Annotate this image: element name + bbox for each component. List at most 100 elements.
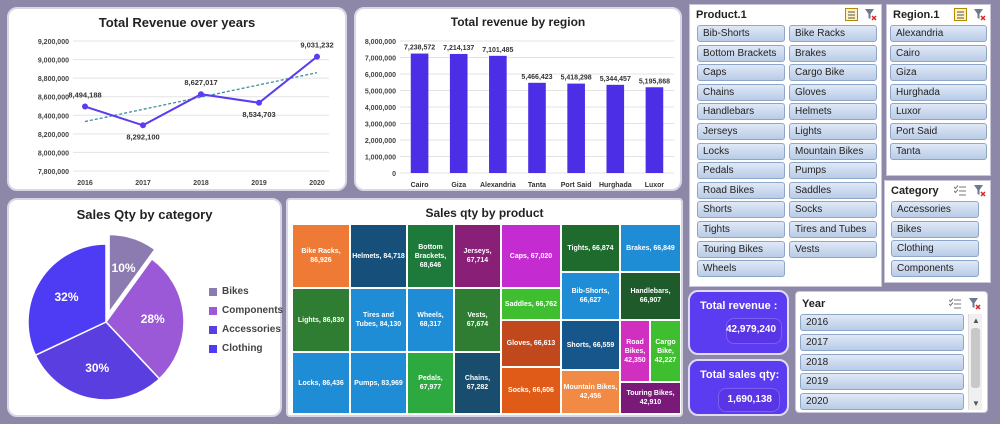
slicer-item[interactable]: 2018 xyxy=(800,353,964,371)
x-tick-label: Tanta xyxy=(528,182,546,189)
treemap-cell: Gloves, 66,613 xyxy=(501,320,561,367)
data-label: 5,344,457 xyxy=(600,76,631,83)
clear-filter-icon[interactable] xyxy=(968,297,981,310)
slicer-item[interactable]: Lights xyxy=(789,123,877,140)
treemap-cell: Saddles, 66,762 xyxy=(501,288,561,320)
data-label: 7,214,137 xyxy=(443,45,474,52)
slicer-item[interactable]: Pumps xyxy=(789,162,877,180)
data-point xyxy=(314,53,320,60)
treemap-cell: Tires and Tubes, 84,130 xyxy=(350,288,407,352)
slicer-item[interactable]: Shorts xyxy=(697,201,785,219)
y-tick-label: 5,000,000 xyxy=(365,89,396,96)
scroll-thumb[interactable] xyxy=(971,328,980,388)
multi-select-icon[interactable] xyxy=(948,297,962,310)
slicer-item[interactable]: Accessories xyxy=(891,201,979,218)
slicer-item[interactable]: Hurghada xyxy=(890,83,987,101)
x-tick-label: 2020 xyxy=(309,180,325,187)
slicer-item[interactable]: Luxor xyxy=(890,103,987,121)
slicer-item[interactable]: 2019 xyxy=(800,373,964,391)
data-label: 9,031,232 xyxy=(300,41,333,50)
slicer-item[interactable]: Bikes xyxy=(891,220,979,238)
slicer-item[interactable]: Brakes xyxy=(789,44,877,62)
clear-filter-icon[interactable] xyxy=(864,8,877,21)
slicer-item[interactable]: Pedals xyxy=(697,162,785,180)
slicer-item[interactable]: Socks xyxy=(789,201,877,219)
multi-select-icon[interactable] xyxy=(954,8,967,21)
total-revenue-card: Total revenue : 42,979,240 xyxy=(688,290,789,355)
category-slicer: Category Accessories Bikes Clothing Compone… xyxy=(884,180,991,283)
slicer-item[interactable]: Clothing xyxy=(891,240,979,258)
slicer-item[interactable]: Wheels xyxy=(697,260,785,278)
multi-select-icon[interactable] xyxy=(845,8,858,21)
slicer-item[interactable]: Tanta xyxy=(890,142,987,160)
treemap-cell: Wheels, 68,317 xyxy=(407,288,454,352)
y-tick-label: 3,000,000 xyxy=(365,122,396,129)
slicer-item[interactable]: Alexandria xyxy=(890,25,987,42)
data-point xyxy=(256,99,262,106)
slicer-item[interactable]: Giza xyxy=(890,64,987,82)
slicer-item[interactable]: Vests xyxy=(789,240,877,258)
pie-slice xyxy=(34,321,161,401)
slicer-item[interactable]: Locks xyxy=(697,142,785,160)
y-tick-label: 8,400,000 xyxy=(38,113,69,120)
slicer-item[interactable]: Bike Racks xyxy=(789,25,877,42)
slicer-item[interactable]: 2016 xyxy=(800,314,964,331)
slicer-item[interactable]: Chains xyxy=(697,83,785,101)
y-tick-label: 9,000,000 xyxy=(38,58,69,65)
slicer-item[interactable]: Tights xyxy=(697,221,785,238)
y-tick-label: 9,200,000 xyxy=(38,39,69,46)
y-tick-label: 1,000,000 xyxy=(365,155,396,162)
data-label: 7,238,572 xyxy=(404,45,435,52)
clear-filter-icon[interactable] xyxy=(973,8,986,21)
slicer-item[interactable]: Road Bikes xyxy=(697,181,785,199)
pie-chart: 10% 28% 30% 32% xyxy=(27,233,185,401)
slicer-item[interactable]: Cairo xyxy=(890,44,987,62)
pie-data-label: 30% xyxy=(85,361,109,375)
slicer-item[interactable]: Touring Bikes xyxy=(697,240,785,258)
region-slicer-title: Region.1 xyxy=(893,9,940,21)
year-slicer-scrollbar[interactable]: ▲ ▼ xyxy=(968,314,982,410)
slicer-item[interactable]: Helmets xyxy=(789,103,877,121)
slicer-item[interactable]: Jerseys xyxy=(697,123,785,140)
data-label: 5,418,298 xyxy=(561,75,592,82)
legend-label: Accessories xyxy=(222,324,281,335)
x-tick-label: 2016 xyxy=(77,180,93,187)
treemap-cell: Caps, 67,020 xyxy=(501,224,561,288)
scroll-down-arrow-icon[interactable]: ▼ xyxy=(972,399,980,408)
slicer-item[interactable]: Saddles xyxy=(789,181,877,199)
sales-by-category-panel: Sales Qty by category 10% 28% 30% 32% Bikes… xyxy=(7,198,284,417)
slicer-item[interactable]: 2017 xyxy=(800,333,964,351)
data-label: 8,534,703 xyxy=(242,110,275,119)
slicer-item[interactable]: Caps xyxy=(697,64,785,82)
legend-label: Components xyxy=(222,305,284,316)
slicer-item[interactable]: Bib-Shorts xyxy=(697,25,785,42)
bar xyxy=(567,83,585,173)
clear-filter-icon[interactable] xyxy=(973,184,986,197)
treemap-cell: Chains, 67,282 xyxy=(454,352,501,414)
x-tick-label: 2017 xyxy=(135,180,151,187)
slicer-item[interactable]: Bottom Brackets xyxy=(697,44,785,62)
treemap-cell: Pumps, 83,969 xyxy=(350,352,407,414)
y-tick-label: 8,200,000 xyxy=(38,132,69,139)
slicer-item[interactable]: Gloves xyxy=(789,83,877,101)
slicer-item[interactable]: Mountain Bikes xyxy=(789,142,877,160)
treemap-cell: Tights, 66,874 xyxy=(561,224,620,272)
legend-swatch xyxy=(209,287,217,296)
multi-select-icon[interactable] xyxy=(953,184,967,197)
region-slicer: Region.1 Alexandria Cairo Giza Hurghada Luxo… xyxy=(886,4,991,176)
slicer-item[interactable]: Port Said xyxy=(890,123,987,140)
pie-data-label: 10% xyxy=(112,261,136,275)
pie-data-label: 32% xyxy=(54,290,78,304)
legend-swatch xyxy=(209,306,217,315)
scroll-up-arrow-icon[interactable]: ▲ xyxy=(972,316,980,325)
data-point xyxy=(140,122,146,129)
slicer-item[interactable]: Cargo Bike xyxy=(789,64,877,82)
slicer-item[interactable]: Tires and Tubes xyxy=(789,221,877,238)
slicer-item[interactable]: Components xyxy=(891,259,979,277)
slicer-item[interactable]: 2020 xyxy=(800,393,964,411)
treemap-cell: Jerseys, 67,714 xyxy=(454,224,501,288)
treemap-cell: Cargo Bike, 42,227 xyxy=(650,320,681,382)
slicer-item[interactable]: Handlebars xyxy=(697,103,785,121)
y-tick-label: 0 xyxy=(392,171,396,178)
product-slicer: Product.1 Bib-Shorts Bike Racks Bottom Bra… xyxy=(689,4,882,287)
